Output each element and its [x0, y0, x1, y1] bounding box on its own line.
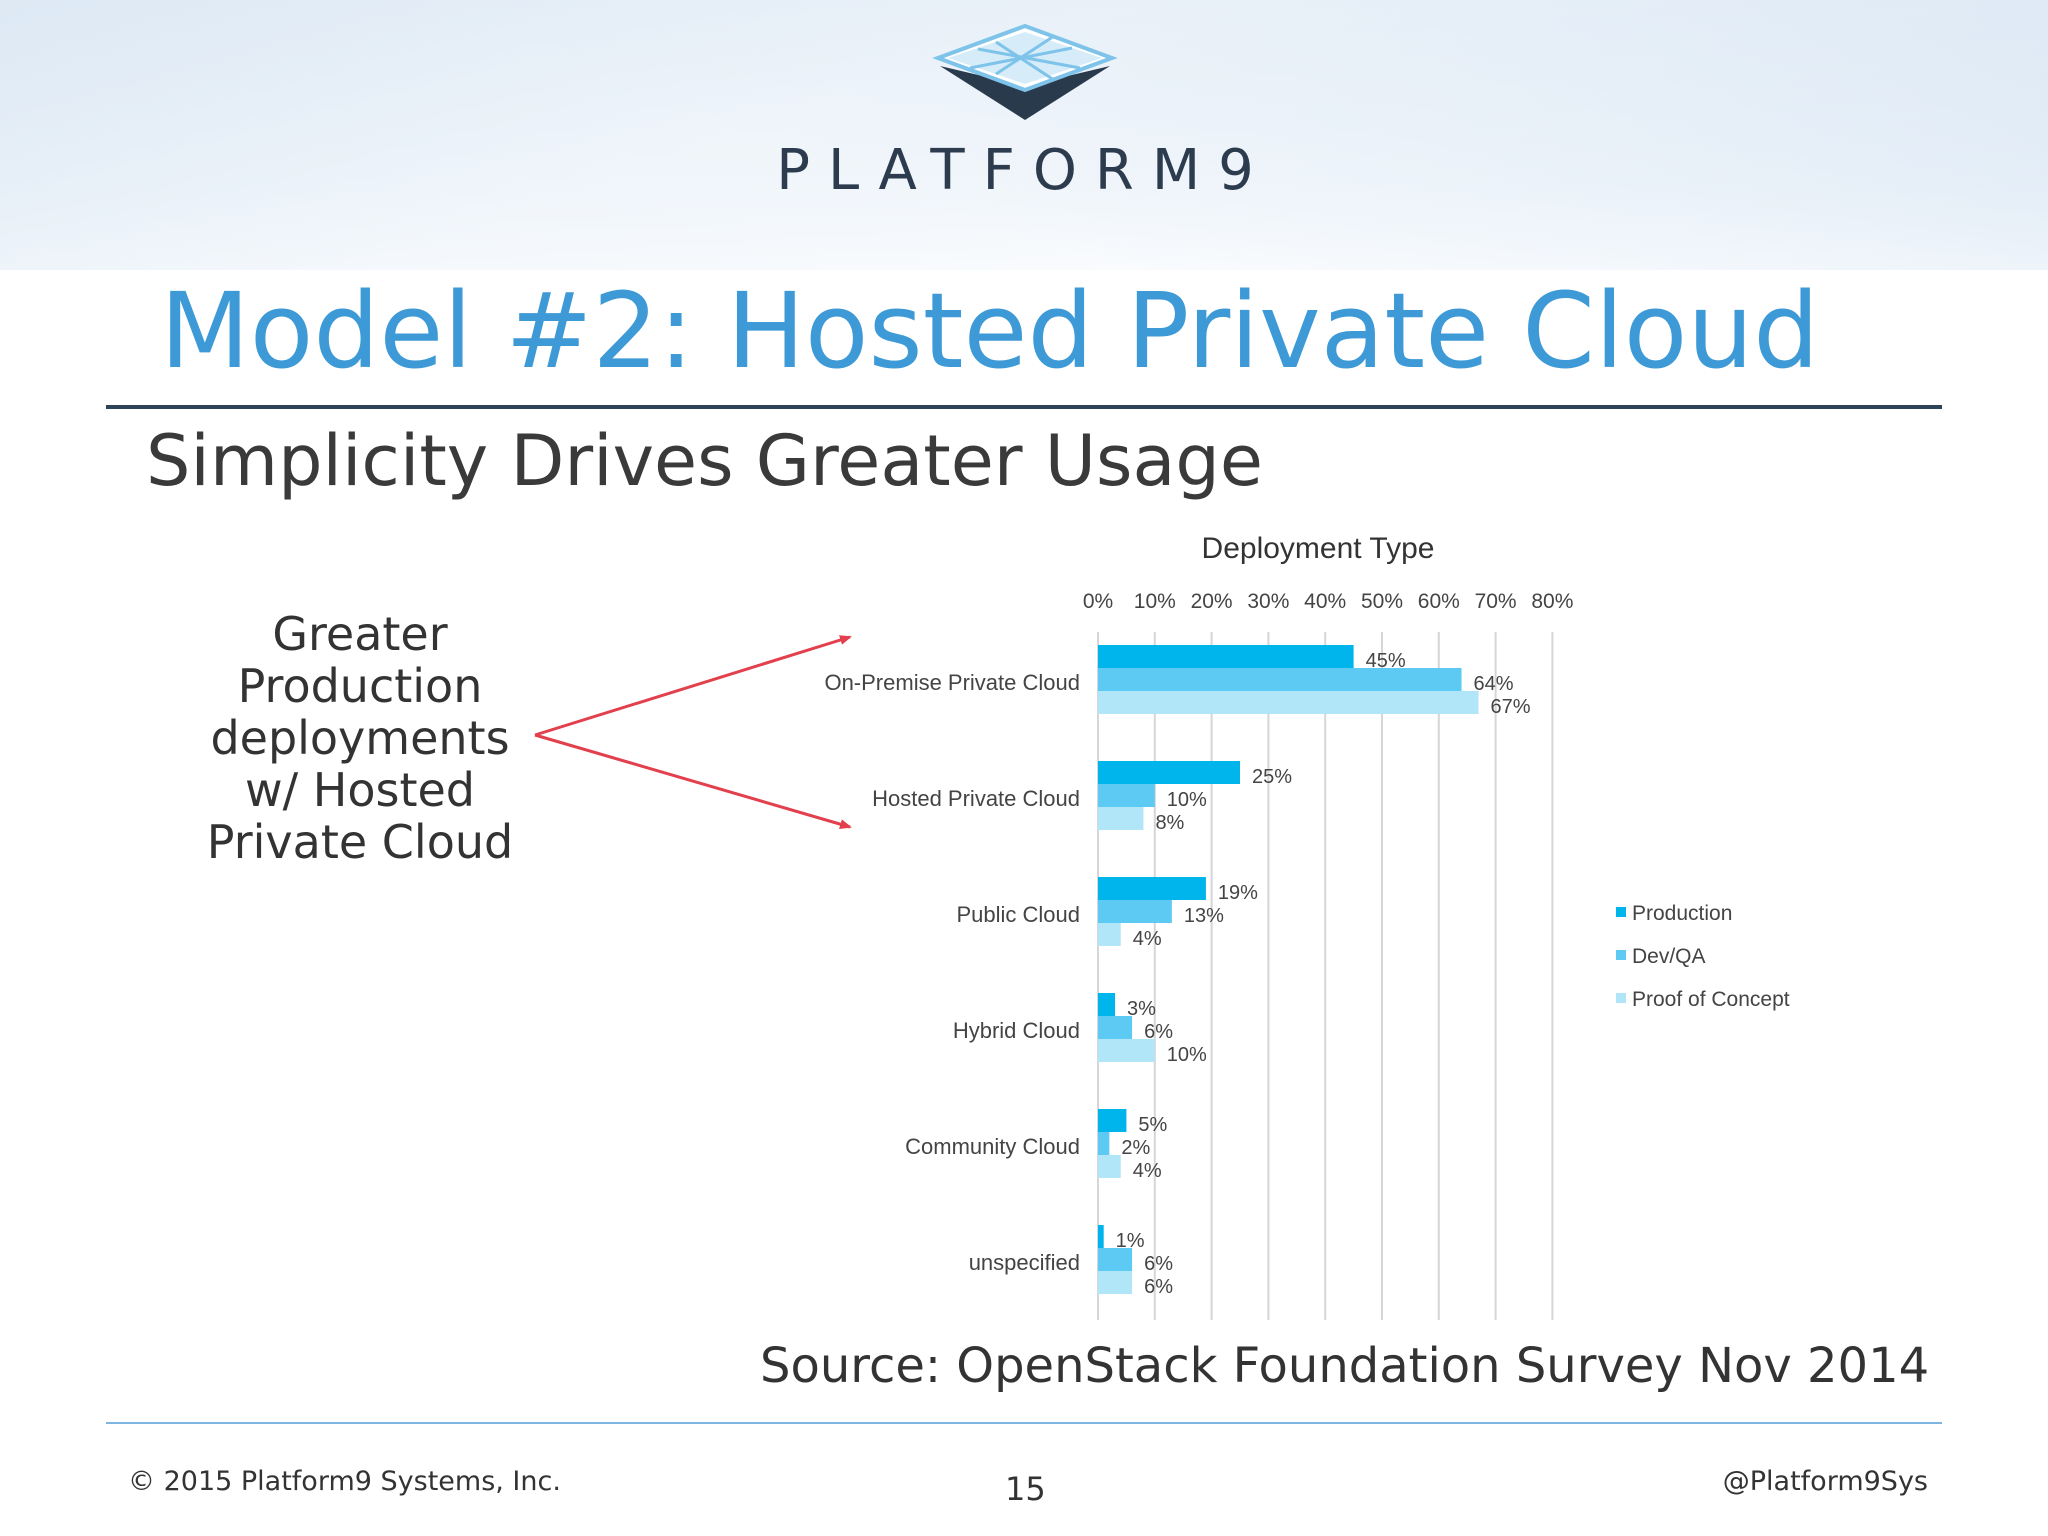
title-divider [106, 405, 1942, 409]
bar-production [1098, 877, 1206, 900]
x-tick-label: 20% [1191, 590, 1233, 613]
x-tick-label: 30% [1247, 590, 1289, 613]
category-label: Hybrid Cloud [953, 1018, 1080, 1043]
source-note: Source: OpenStack Foundation Survey Nov … [760, 1338, 1930, 1394]
callout-line: Production [237, 659, 483, 713]
platform-grid-logo-icon [932, 24, 1118, 120]
data-label: 8% [1155, 812, 1184, 834]
x-tick-label: 60% [1418, 590, 1460, 613]
chart-title: Deployment Type [1202, 532, 1435, 565]
category-label: Public Cloud [956, 902, 1080, 927]
footer-copyright: © 2015 Platform9 Systems, Inc. [128, 1466, 561, 1497]
legend-label: Production [1632, 902, 1732, 925]
data-label: 19% [1218, 882, 1258, 904]
bar-production [1098, 1109, 1127, 1132]
callout-line: deployments [210, 711, 510, 765]
slide-subtitle: Simplicity Drives Greater Usage [146, 420, 1263, 502]
callout-line: Private Cloud [206, 815, 514, 869]
footer-divider [106, 1422, 1942, 1424]
bar-proof-of-concept [1098, 923, 1121, 946]
slide-title: Model #2: Hosted Private Cloud [160, 270, 1820, 392]
bar-proof-of-concept [1098, 1271, 1133, 1294]
bar-proof-of-concept [1098, 1155, 1121, 1178]
page-number: 15 [1005, 1470, 1046, 1508]
callout-text: Greater Production deployments w/ Hosted… [185, 608, 535, 868]
callout-arrow-upper [534, 635, 852, 737]
callout-arrow-lower [534, 733, 852, 829]
legend-label: Proof of Concept [1632, 988, 1790, 1011]
data-label: 1% [1116, 1230, 1145, 1252]
callout-line: Greater [272, 607, 448, 661]
data-label: 25% [1252, 766, 1292, 788]
bar-dev-qa [1098, 784, 1155, 807]
bar-proof-of-concept [1098, 691, 1479, 714]
data-label: 4% [1133, 1160, 1162, 1182]
data-label: 10% [1167, 1044, 1207, 1066]
x-tick-label: 40% [1304, 590, 1346, 613]
data-label: 4% [1133, 928, 1162, 950]
bar-production [1098, 993, 1116, 1016]
bar-proof-of-concept [1098, 807, 1144, 830]
data-label: 67% [1491, 696, 1531, 718]
data-label: 64% [1474, 673, 1514, 695]
legend-swatch [1616, 907, 1626, 917]
x-tick-label: 70% [1475, 590, 1517, 613]
bar-dev-qa [1098, 1016, 1133, 1039]
data-label: 2% [1121, 1137, 1150, 1159]
bar-production [1098, 645, 1354, 668]
callout-line: w/ Hosted [245, 763, 475, 817]
legend-label: Dev/QA [1632, 945, 1706, 968]
category-label: Community Cloud [905, 1134, 1080, 1159]
footer-handle: @Platform9Sys [1722, 1466, 1928, 1497]
logo-wordmark: PLATFORM9 [776, 138, 1272, 203]
bar-dev-qa [1098, 1132, 1110, 1155]
x-tick-label: 10% [1134, 590, 1176, 613]
bar-production [1098, 1225, 1104, 1248]
data-label: 10% [1167, 789, 1207, 811]
legend-swatch [1616, 950, 1626, 960]
data-label: 6% [1144, 1276, 1173, 1298]
x-tick-label: 0% [1083, 590, 1113, 613]
category-label: unspecified [969, 1250, 1080, 1275]
x-tick-label: 50% [1361, 590, 1403, 613]
bar-dev-qa [1098, 1248, 1133, 1271]
legend-swatch [1616, 993, 1626, 1003]
data-label: 45% [1366, 650, 1406, 672]
category-label: Hosted Private Cloud [872, 786, 1080, 811]
data-label: 3% [1127, 998, 1156, 1020]
category-label: On-Premise Private Cloud [824, 670, 1080, 695]
x-tick-label: 80% [1531, 590, 1573, 613]
data-label: 5% [1138, 1114, 1167, 1136]
bar-production [1098, 761, 1240, 784]
bar-proof-of-concept [1098, 1039, 1155, 1062]
data-label: 13% [1184, 905, 1224, 927]
data-label: 6% [1144, 1021, 1173, 1043]
bar-dev-qa [1098, 668, 1462, 691]
bar-dev-qa [1098, 900, 1172, 923]
data-label: 6% [1144, 1253, 1173, 1275]
